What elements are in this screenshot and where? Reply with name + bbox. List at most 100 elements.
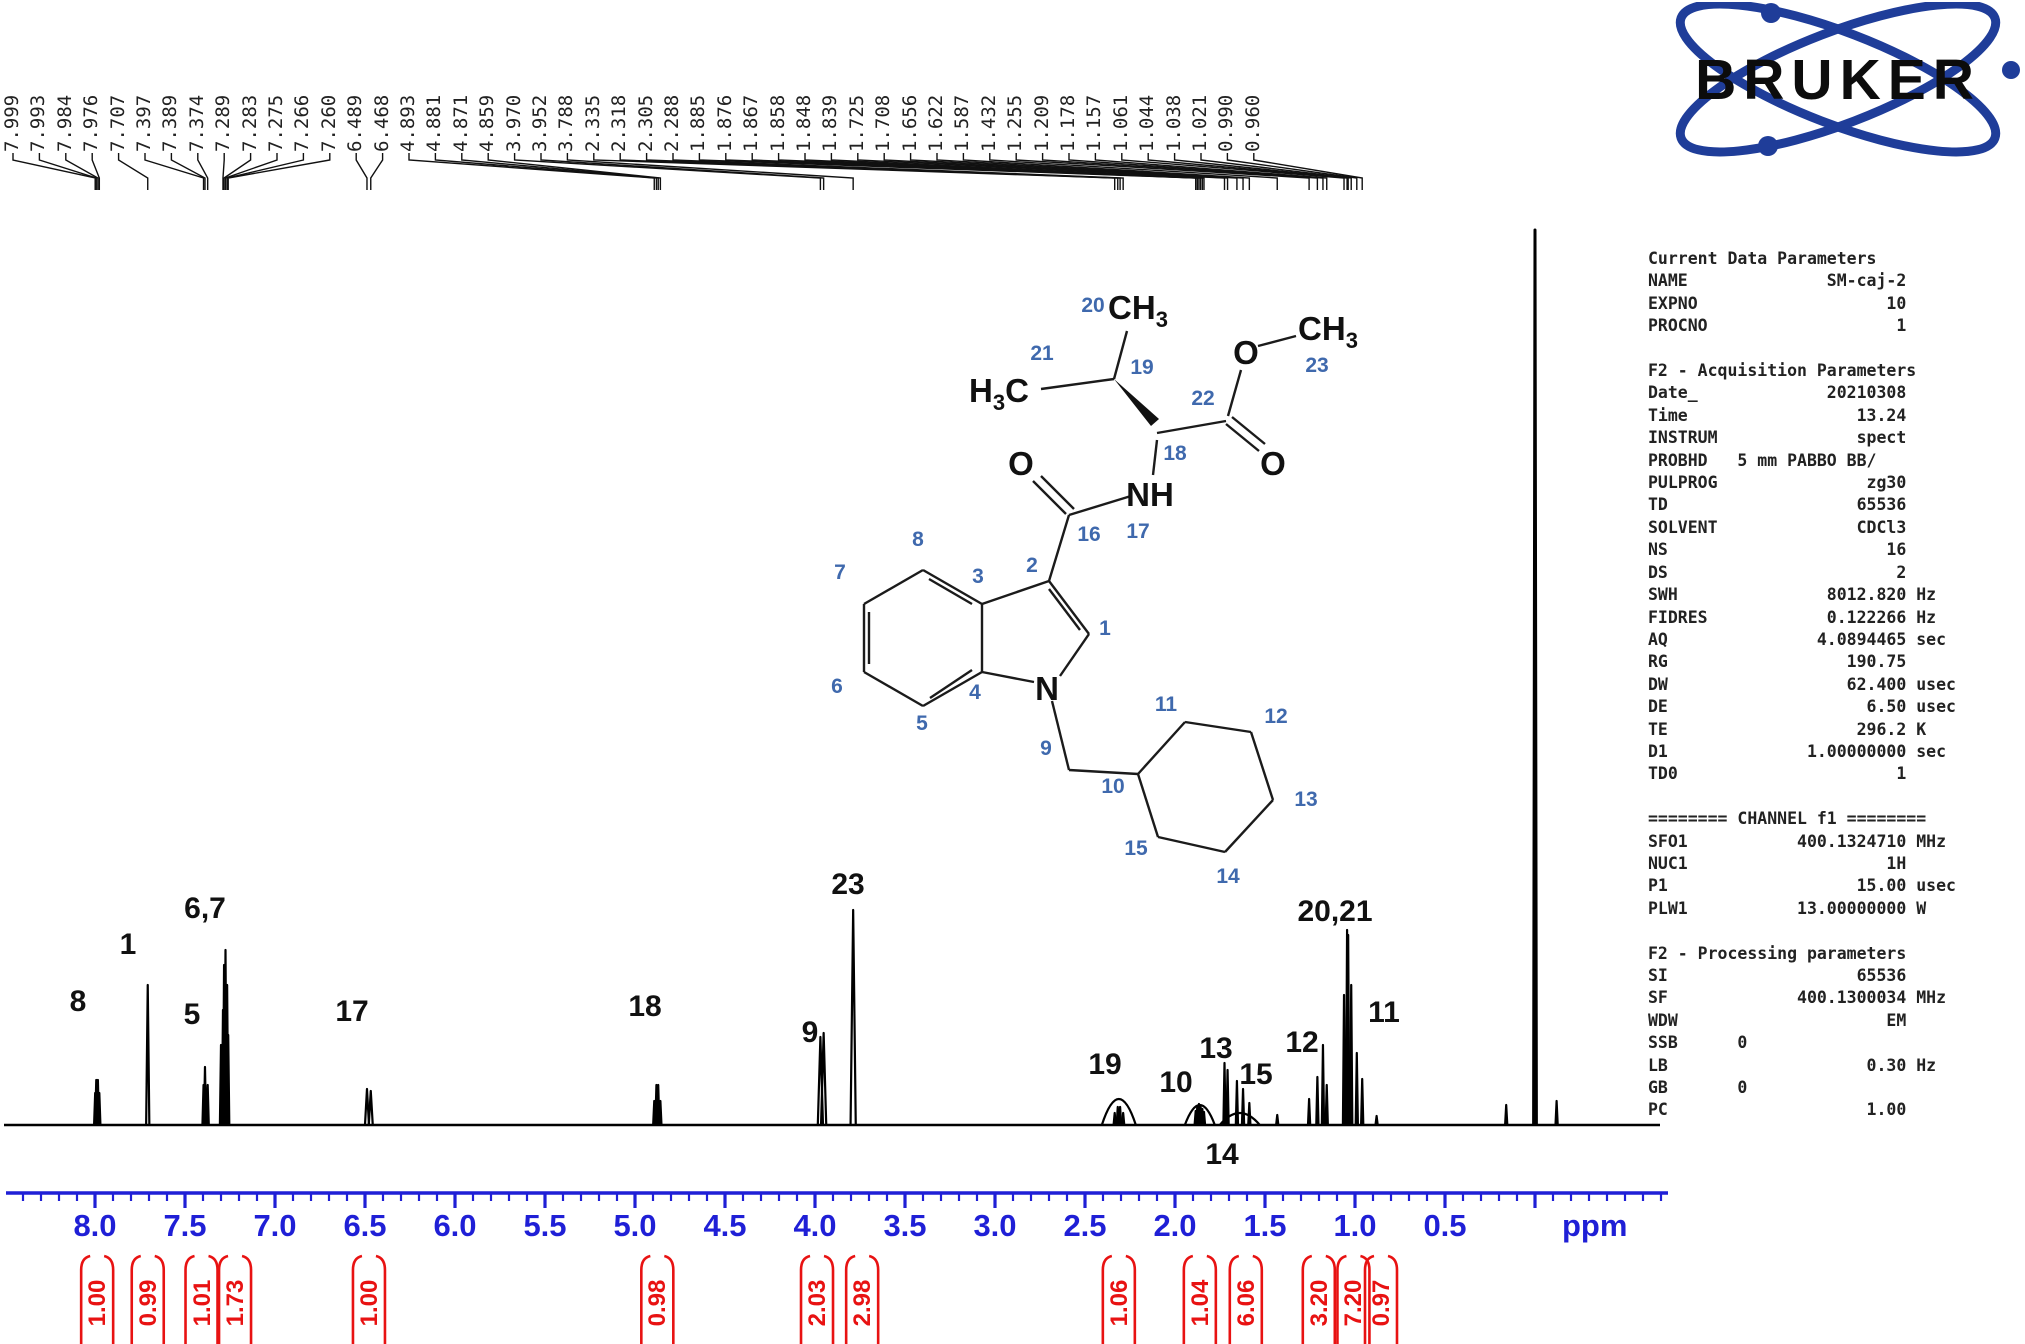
atom-number-label: 13 xyxy=(1294,788,1318,811)
molecular-structure: 1 2 3 4 5 6 7 8 9 10 11 12 13 14 15 16 17 18 19 20 21 22 23 N NH… xyxy=(828,268,1398,928)
atom-symbol: O xyxy=(1260,445,1286,482)
integral-value: 2.98 xyxy=(849,1279,877,1327)
atom-number-label: 12 xyxy=(1264,705,1288,728)
parameter-line: DE 6.50 usec xyxy=(1648,697,1956,717)
atom-symbol: O xyxy=(1008,445,1034,482)
axis-tick-label: 3.5 xyxy=(883,1208,927,1243)
parameter-line: WDW EM xyxy=(1648,1010,1907,1030)
atom-number-label: 10 xyxy=(1101,775,1125,798)
peak-assignment-label: 18 xyxy=(628,990,662,1023)
peak-assignment-label: 8 xyxy=(69,985,87,1018)
atom-symbol: CH3 xyxy=(1108,289,1168,332)
parameter-line: PLW1 13.00000000 W xyxy=(1648,898,1927,918)
parameter-line: FIDRES 0.122266 Hz xyxy=(1648,607,1937,627)
parameter-line: INSTRUM spect xyxy=(1648,428,1907,448)
axis-tick-label: 5.5 xyxy=(523,1208,567,1243)
atom-number-label: 23 xyxy=(1305,354,1329,377)
peak-assignment-label: 6,7 xyxy=(184,892,226,925)
axis-tick-label: 3.0 xyxy=(973,1208,1017,1243)
parameter-line: P1 15.00 usec xyxy=(1648,876,1956,896)
bruker-logo-text: BRUKER xyxy=(1695,48,1981,112)
peak-assignment-label: 1 xyxy=(119,928,137,961)
parameter-line: D1 1.00000000 sec xyxy=(1648,741,1947,761)
structure-bonds xyxy=(862,330,1297,854)
axis-tick-label: 7.5 xyxy=(163,1208,207,1243)
integral-value: 1.04 xyxy=(1186,1279,1214,1327)
parameter-line: PULPROG zg30 xyxy=(1648,473,1907,493)
parameter-line: AQ 4.0894465 sec xyxy=(1648,629,1947,649)
peak-assignment-label: 9 xyxy=(801,1016,819,1049)
atom-number-label: 9 xyxy=(1040,737,1052,760)
atom-symbol: H3C xyxy=(969,372,1029,415)
parameter-line: SI 65536 xyxy=(1648,966,1907,985)
axis-tick-label: 2.5 xyxy=(1063,1208,1107,1243)
parameter-line: LB 0.30 Hz xyxy=(1648,1055,1937,1075)
atom-number-label: 7 xyxy=(834,561,846,584)
parameter-line: RG 190.75 xyxy=(1648,652,1907,672)
axis-unit-label: ppm xyxy=(1562,1208,1628,1243)
atom-number-label: 22 xyxy=(1191,387,1215,410)
axis-tick-label: 1.0 xyxy=(1333,1208,1377,1243)
parameter-line: SWH 8012.820 Hz xyxy=(1648,585,1937,605)
integral-value: 6.06 xyxy=(1232,1279,1260,1327)
parameters-panel: Current Data Parameters NAME SM-caj-2 EXPN… xyxy=(1648,248,2025,1122)
atom-number-label: 15 xyxy=(1124,837,1148,860)
integral-value: 1.73 xyxy=(222,1279,250,1327)
atom-number-label: 21 xyxy=(1030,342,1054,365)
parameter-line: SF 400.1300034 MHz xyxy=(1648,988,1947,1008)
peak-assignment-label: 14 xyxy=(1205,1138,1239,1171)
parameter-line: PC 1.00 xyxy=(1648,1100,1907,1120)
parameter-line: DW 62.400 usec xyxy=(1648,674,1956,694)
integral-value: 3.20 xyxy=(1305,1279,1333,1327)
integral-value: 1.01 xyxy=(188,1279,216,1327)
parameter-line: TE 296.2 K xyxy=(1648,719,1927,739)
integral-value: 0.97 xyxy=(1368,1279,1395,1327)
integral-value: 0.99 xyxy=(134,1279,162,1327)
integral-value: 1.06 xyxy=(1105,1279,1133,1327)
axis-tick-label: 0.5 xyxy=(1423,1208,1467,1243)
atom-number-label: 3 xyxy=(972,565,984,588)
parameter-line: Date_ 20210308 xyxy=(1648,383,1907,403)
parameter-line: F2 - Processing parameters xyxy=(1648,943,1907,963)
parameter-line: Time 13.24 xyxy=(1648,405,1907,425)
peak-assignment-label: 23 xyxy=(831,868,865,901)
integral-value: 0.98 xyxy=(644,1279,672,1327)
axis-tick-label: 5.0 xyxy=(613,1208,657,1243)
parameter-line: DS 2 xyxy=(1648,562,1907,582)
integral-value: 1.00 xyxy=(84,1279,112,1327)
bruker-orbits-icon xyxy=(1675,2,2020,157)
atom-number-label: 1 xyxy=(1099,617,1111,640)
atom-number-label: 20 xyxy=(1081,294,1105,317)
peak-assignment-label: 17 xyxy=(335,995,369,1028)
parameter-line: PROBHD 5 mm PABBO BB/ xyxy=(1648,450,1877,470)
axis-tick-label: 6.5 xyxy=(343,1208,387,1243)
parameter-line: GB 0 xyxy=(1648,1078,1748,1098)
parameter-line: NUC1 1H xyxy=(1648,853,1907,873)
atom-symbol: NH xyxy=(1126,476,1174,513)
peak-assignment-label: 19 xyxy=(1088,1048,1122,1081)
parameter-line: NAME SM-caj-2 xyxy=(1648,271,1907,291)
peak-assignment-label: 13 xyxy=(1199,1032,1233,1065)
atom-symbol: O xyxy=(1233,334,1259,371)
axis-tick-label: 7.0 xyxy=(253,1208,297,1243)
axis-tick-label: 8.0 xyxy=(73,1208,117,1243)
atom-number-label: 11 xyxy=(1154,693,1178,716)
parameter-line: SOLVENT CDCl3 xyxy=(1648,517,1907,537)
integral-value: 2.03 xyxy=(804,1279,832,1327)
peak-assignment-label: 10 xyxy=(1159,1066,1193,1099)
peak-assignment-label: 11 xyxy=(1368,996,1400,1029)
atom-symbol: CH3 xyxy=(1298,310,1358,353)
peak-assignment-label: 15 xyxy=(1239,1058,1273,1091)
parameter-line: PROCNO 1 xyxy=(1648,316,1907,336)
atom-number-label: 4 xyxy=(969,681,981,704)
bruker-logo: BRUKER xyxy=(1655,2,2021,158)
peak-assignment-label: 12 xyxy=(1285,1026,1319,1059)
axis-tick-label: 4.0 xyxy=(793,1208,837,1243)
axis-tick-label: 2.0 xyxy=(1153,1208,1197,1243)
parameter-line: TD0 1 xyxy=(1648,764,1907,784)
parameter-line: EXPNO 10 xyxy=(1648,293,1907,313)
atom-number-label: 16 xyxy=(1077,523,1101,546)
parameter-line: F2 - Acquisition Parameters xyxy=(1648,361,1917,381)
